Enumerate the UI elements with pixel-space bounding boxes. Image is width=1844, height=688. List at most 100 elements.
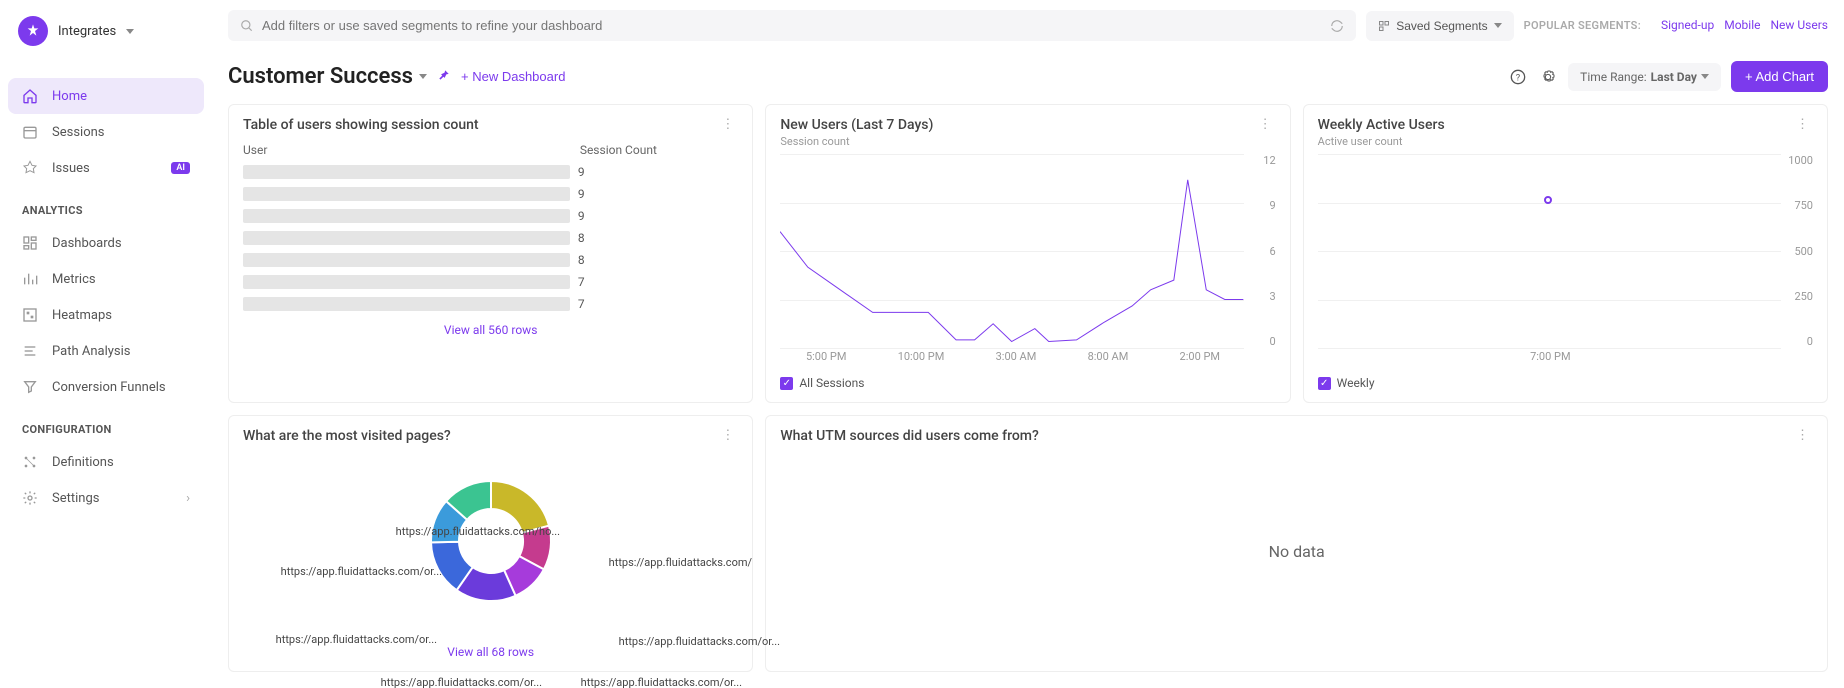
session-count: 7	[578, 297, 585, 311]
dashboard-header: Customer Success + New Dashboard ? Time …	[212, 51, 1844, 104]
svg-text:?: ?	[1516, 72, 1521, 83]
line-chart: 129630 5:00 PM10:00 PM3:00 AM8:00 AM2:00…	[780, 154, 1275, 370]
saved-segments-button[interactable]: Saved Segments	[1366, 11, 1513, 41]
card-title: Weekly Active Users	[1318, 117, 1445, 133]
donut-slice-label: https://app.fluidattacks.com/or...	[381, 676, 542, 688]
col-user: User	[243, 143, 580, 157]
sidebar-item-label: Path Analysis	[52, 344, 130, 359]
donut-slice-label: https://app.fluidattacks.com/ho...	[396, 525, 560, 538]
sidebar-item-label: Sessions	[52, 125, 105, 140]
donut-slice-label: https://app.fluidattacks.com/or...	[619, 635, 780, 648]
donut-slice-label: https://app.fluidattacks.com/or...	[581, 676, 742, 688]
more-icon[interactable]: ⋮	[1255, 117, 1276, 132]
table-row[interactable]: 8	[243, 249, 738, 271]
definitions-icon	[22, 454, 38, 470]
table-row[interactable]: 9	[243, 183, 738, 205]
dashboard-title[interactable]: Customer Success	[228, 64, 427, 89]
sidebar-item-definitions[interactable]: Definitions	[8, 444, 204, 480]
metrics-icon	[22, 271, 38, 287]
view-all-link[interactable]: View all 560 rows	[243, 315, 738, 337]
user-placeholder	[243, 165, 570, 179]
sidebar-item-label: Heatmaps	[52, 308, 112, 323]
more-icon[interactable]: ⋮	[717, 117, 738, 132]
legend-weekly[interactable]: ✓ Weekly	[1318, 376, 1813, 390]
user-placeholder	[243, 187, 570, 201]
popular-segment-link[interactable]: New Users	[1770, 18, 1828, 32]
time-range-selector[interactable]: Time Range: Last Day	[1568, 63, 1721, 91]
table-row[interactable]: 9	[243, 205, 738, 227]
checkbox-icon: ✓	[780, 377, 793, 390]
home-icon	[22, 88, 38, 104]
sidebar: Integrates Home Sessions IssuesAI ANALYTIC…	[0, 0, 212, 688]
card-title: What UTM sources did users come from?	[780, 428, 1039, 444]
issues-icon	[22, 160, 38, 176]
sidebar-item-issues[interactable]: IssuesAI	[8, 150, 204, 186]
card-weekly-active: Weekly Active Users Active user count ⋮ …	[1303, 104, 1828, 403]
filter-bar[interactable]	[228, 10, 1356, 41]
path-icon	[22, 343, 38, 359]
chevron-down-icon	[1701, 74, 1709, 79]
refresh-icon[interactable]	[1330, 19, 1344, 33]
pin-icon[interactable]	[437, 68, 451, 86]
popular-segment-link[interactable]: Signed-up	[1661, 18, 1714, 32]
sidebar-item-path-analysis[interactable]: Path Analysis	[8, 333, 204, 369]
more-icon[interactable]: ⋮	[717, 428, 738, 443]
checkbox-icon: ✓	[1318, 377, 1331, 390]
data-point	[1544, 196, 1552, 204]
sidebar-item-dashboards[interactable]: Dashboards	[8, 225, 204, 261]
sidebar-section-analytics: ANALYTICS	[8, 186, 204, 225]
heatmap-icon	[22, 307, 38, 323]
chevron-down-icon	[419, 74, 427, 79]
sidebar-item-metrics[interactable]: Metrics	[8, 261, 204, 297]
sidebar-item-home[interactable]: Home	[8, 78, 204, 114]
add-chart-button[interactable]: + Add Chart	[1731, 61, 1828, 92]
sidebar-item-sessions[interactable]: Sessions	[8, 114, 204, 150]
dashboard-icon	[22, 235, 38, 251]
table-row[interactable]: 7	[243, 271, 738, 293]
org-name: Integrates	[58, 24, 116, 39]
popular-segment-link[interactable]: Mobile	[1724, 18, 1760, 32]
filter-input[interactable]	[262, 18, 1322, 33]
session-count: 8	[578, 231, 585, 245]
more-icon[interactable]: ⋮	[1792, 428, 1813, 443]
segments-icon	[1378, 20, 1390, 32]
sidebar-item-conversion-funnels[interactable]: Conversion Funnels	[8, 369, 204, 405]
session-count: 9	[578, 165, 585, 179]
sidebar-item-label: Dashboards	[52, 236, 122, 251]
sidebar-section-config: CONFIGURATION	[8, 405, 204, 444]
card-subtitle: Active user count	[1318, 135, 1445, 148]
calendar-icon	[22, 124, 38, 140]
ai-badge: AI	[171, 162, 190, 174]
sidebar-item-label: Settings	[52, 491, 99, 506]
legend-all-sessions[interactable]: ✓ All Sessions	[780, 376, 1275, 390]
card-visited-pages: What are the most visited pages? ⋮ https…	[228, 415, 753, 672]
table-row[interactable]: 9	[243, 161, 738, 183]
sidebar-item-settings[interactable]: Settings›	[8, 480, 204, 516]
help-icon[interactable]: ?	[1508, 67, 1528, 87]
chevron-down-icon	[1494, 23, 1502, 28]
popular-segments-label: POPULAR SEGMENTS:	[1524, 19, 1641, 32]
card-title: Table of users showing session count	[243, 117, 479, 133]
table-row[interactable]: 8	[243, 227, 738, 249]
donut-slice-label: https://app.fluidattacks.com/or...	[276, 633, 437, 646]
donut-slice-label: https://app.fluidattacks.com/or...	[281, 565, 442, 578]
session-count: 8	[578, 253, 585, 267]
user-placeholder	[243, 253, 570, 267]
funnel-icon	[22, 379, 38, 395]
settings-icon	[22, 490, 38, 506]
table-row[interactable]: 7	[243, 293, 738, 315]
session-count: 9	[578, 187, 585, 201]
card-title: What are the most visited pages?	[243, 428, 451, 444]
gear-icon[interactable]	[1538, 67, 1558, 87]
sidebar-item-heatmaps[interactable]: Heatmaps	[8, 297, 204, 333]
user-placeholder	[243, 297, 570, 311]
org-selector[interactable]: Integrates	[8, 10, 204, 52]
card-new-users: New Users (Last 7 Days) Session count ⋮ …	[765, 104, 1290, 403]
more-icon[interactable]: ⋮	[1792, 117, 1813, 132]
new-dashboard-button[interactable]: + New Dashboard	[461, 69, 565, 84]
donut-slice-label: https://app.fluidattacks.com/	[609, 556, 752, 569]
chevron-down-icon	[126, 29, 134, 34]
sidebar-item-label: Metrics	[52, 272, 96, 287]
col-count: Session Count	[580, 143, 739, 157]
no-data-message: No data	[780, 444, 1813, 659]
